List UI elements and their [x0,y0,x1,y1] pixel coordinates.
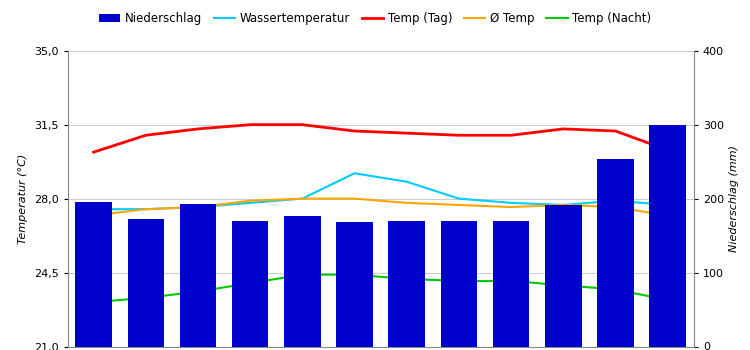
Ø Temp [663,214,672,218]
Bar [650,125,686,346]
Temp (Tag) [402,131,411,135]
Ø Temp [506,205,515,209]
Line: Wassertemperatur: Wassertemperatur [94,173,668,209]
Bar [75,202,112,346]
Temp (Tag) [298,122,307,127]
Bar [388,221,425,346]
Temp (Nacht) [402,277,411,281]
Bar [493,221,530,346]
Bar [232,221,268,346]
Temp (Nacht) [559,283,568,287]
Wassertemperatur [350,171,359,175]
Wassertemperatur [246,201,255,205]
Ø Temp [559,203,568,207]
Bar [284,216,320,346]
Ø Temp [194,205,202,209]
Bar [128,219,164,346]
Bar [180,204,216,346]
Temp (Tag) [350,129,359,133]
Ø Temp [350,197,359,201]
Temp (Tag) [89,150,98,154]
Temp (Tag) [559,127,568,131]
Temp (Nacht) [663,298,672,302]
Bar [336,222,373,346]
Temp (Nacht) [611,287,620,292]
Temp (Tag) [246,122,255,127]
Bar [597,159,634,346]
Y-axis label: Temperatur (°C): Temperatur (°C) [18,154,28,244]
Wassertemperatur [663,203,672,207]
Temp (Nacht) [454,279,464,283]
Temp (Tag) [663,148,672,152]
Temp (Nacht) [298,273,307,277]
Temp (Nacht) [89,300,98,304]
Ø Temp [298,197,307,201]
Temp (Tag) [611,129,620,133]
Ø Temp [454,203,464,207]
Wassertemperatur [506,201,515,205]
Wassertemperatur [298,197,307,201]
Ø Temp [89,214,98,218]
Wassertemperatur [402,180,411,184]
Temp (Tag) [454,133,464,137]
Line: Ø Temp: Ø Temp [94,199,668,216]
Bar [545,205,581,346]
Temp (Tag) [506,133,515,137]
Temp (Nacht) [506,279,515,283]
Temp (Nacht) [350,273,359,277]
Wassertemperatur [454,197,464,201]
Wassertemperatur [89,207,98,211]
Legend: Niederschlag, Wassertemperatur, Temp (Tag), Ø Temp, Temp (Nacht): Niederschlag, Wassertemperatur, Temp (Ta… [94,8,656,30]
Wassertemperatur [141,207,150,211]
Temp (Nacht) [246,281,255,285]
Y-axis label: Niederschlag (mm): Niederschlag (mm) [730,145,740,252]
Ø Temp [611,205,620,209]
Wassertemperatur [611,199,620,203]
Temp (Tag) [194,127,202,131]
Ø Temp [246,199,255,203]
Wassertemperatur [194,205,202,209]
Line: Temp (Tag): Temp (Tag) [94,125,668,152]
Ø Temp [141,207,150,211]
Temp (Nacht) [141,296,150,300]
Wassertemperatur [559,203,568,207]
Ø Temp [402,201,411,205]
Bar [441,221,477,346]
Temp (Nacht) [194,289,202,294]
Temp (Tag) [141,133,150,137]
Line: Temp (Nacht): Temp (Nacht) [94,275,668,302]
